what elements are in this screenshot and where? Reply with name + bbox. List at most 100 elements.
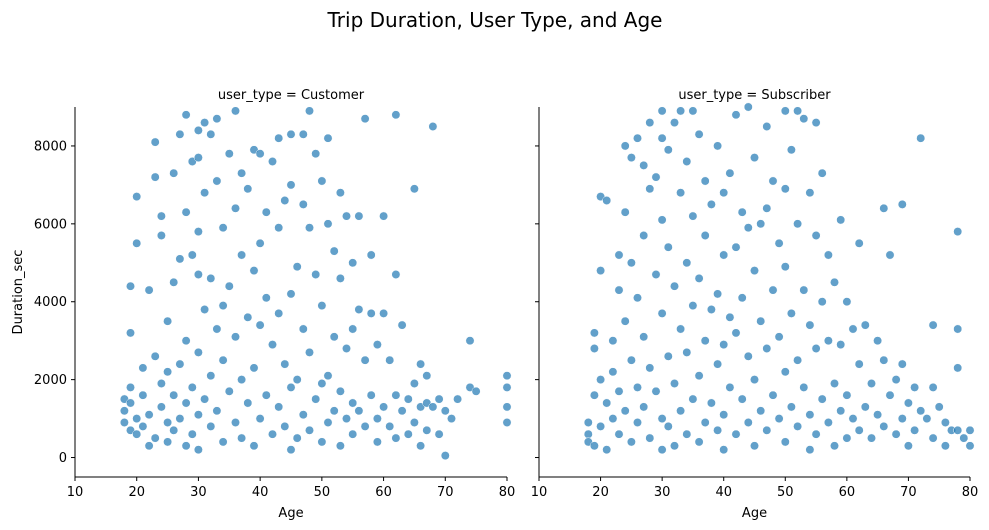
data-point bbox=[372, 414, 382, 424]
data-point bbox=[596, 421, 606, 431]
data-point bbox=[428, 402, 438, 412]
data-point bbox=[589, 441, 599, 451]
data-point bbox=[873, 336, 883, 346]
data-point bbox=[793, 355, 803, 365]
data-point bbox=[169, 168, 179, 178]
data-point bbox=[175, 359, 185, 369]
data-point bbox=[329, 406, 339, 416]
data-point bbox=[663, 242, 673, 252]
data-point bbox=[249, 266, 259, 276]
data-point bbox=[830, 277, 839, 287]
data-point bbox=[243, 184, 253, 194]
data-point bbox=[602, 196, 612, 205]
figure-title: Trip Duration, User Type, and Age bbox=[327, 8, 663, 32]
data-point bbox=[200, 305, 210, 314]
data-point bbox=[224, 386, 234, 396]
data-point bbox=[261, 293, 271, 303]
data-point bbox=[342, 414, 351, 424]
data-point bbox=[274, 308, 284, 318]
data-point bbox=[589, 344, 599, 353]
data-point bbox=[940, 418, 950, 427]
data-point bbox=[743, 351, 753, 361]
data-point bbox=[193, 445, 203, 455]
data-point bbox=[138, 421, 148, 431]
y-axis-label: Duration_sec bbox=[11, 250, 26, 335]
data-point bbox=[842, 297, 852, 307]
data-point bbox=[237, 168, 247, 178]
data-point bbox=[169, 277, 179, 287]
data-point bbox=[156, 379, 166, 388]
data-point bbox=[700, 231, 710, 240]
data-point bbox=[713, 359, 723, 369]
data-point bbox=[897, 199, 907, 209]
x-tick-label: 30 bbox=[654, 485, 671, 500]
data-point bbox=[786, 145, 796, 155]
data-point bbox=[657, 445, 667, 455]
data-point bbox=[762, 344, 772, 353]
data-point bbox=[633, 133, 642, 143]
data-point bbox=[805, 410, 815, 420]
data-point bbox=[750, 441, 759, 451]
data-point bbox=[842, 390, 852, 400]
data-point bbox=[719, 340, 729, 350]
data-point bbox=[743, 223, 753, 233]
data-point bbox=[249, 363, 259, 373]
data-point bbox=[817, 297, 827, 307]
data-point bbox=[187, 250, 197, 260]
data-point bbox=[694, 437, 704, 447]
data-point bbox=[879, 421, 889, 431]
data-point bbox=[416, 441, 426, 451]
data-point bbox=[366, 250, 376, 260]
data-point bbox=[897, 359, 907, 369]
data-point bbox=[663, 351, 673, 361]
data-point bbox=[342, 211, 351, 221]
data-point bbox=[200, 394, 210, 404]
data-point bbox=[323, 133, 333, 143]
data-point bbox=[713, 289, 723, 299]
data-point bbox=[620, 316, 630, 326]
data-point bbox=[608, 367, 618, 377]
data-point bbox=[891, 375, 901, 385]
x-tick-label: 80 bbox=[499, 485, 516, 500]
data-point bbox=[403, 394, 413, 404]
data-point bbox=[447, 414, 456, 424]
data-point bbox=[163, 418, 173, 427]
data-point bbox=[200, 118, 210, 128]
data-point bbox=[786, 308, 796, 318]
data-point bbox=[786, 402, 796, 412]
data-point bbox=[836, 340, 846, 350]
data-point bbox=[633, 293, 642, 303]
data-point bbox=[335, 188, 345, 198]
data-point bbox=[774, 414, 784, 424]
data-point bbox=[633, 418, 642, 427]
data-point bbox=[602, 445, 612, 455]
data-point bbox=[750, 375, 759, 385]
data-point bbox=[663, 421, 673, 431]
data-point bbox=[953, 324, 963, 334]
data-point bbox=[126, 328, 135, 338]
data-point bbox=[614, 285, 624, 295]
data-point bbox=[811, 344, 821, 353]
data-point bbox=[465, 336, 475, 346]
data-point bbox=[626, 437, 636, 447]
data-point bbox=[823, 250, 833, 260]
data-point bbox=[286, 289, 296, 299]
data-point bbox=[280, 359, 290, 369]
data-point bbox=[317, 176, 327, 186]
data-point bbox=[428, 122, 438, 131]
x-tick-label: 10 bbox=[531, 485, 548, 500]
data-point bbox=[762, 203, 772, 213]
data-point bbox=[836, 215, 846, 225]
data-point bbox=[206, 371, 216, 381]
data-point bbox=[286, 445, 296, 455]
data-point bbox=[657, 308, 667, 318]
data-point bbox=[916, 406, 926, 416]
data-point bbox=[409, 379, 419, 388]
data-point bbox=[181, 336, 191, 346]
data-point bbox=[231, 332, 240, 342]
data-point bbox=[268, 157, 277, 166]
data-point bbox=[750, 266, 759, 276]
data-point bbox=[434, 394, 444, 404]
data-point bbox=[805, 320, 815, 330]
data-point bbox=[231, 106, 240, 116]
